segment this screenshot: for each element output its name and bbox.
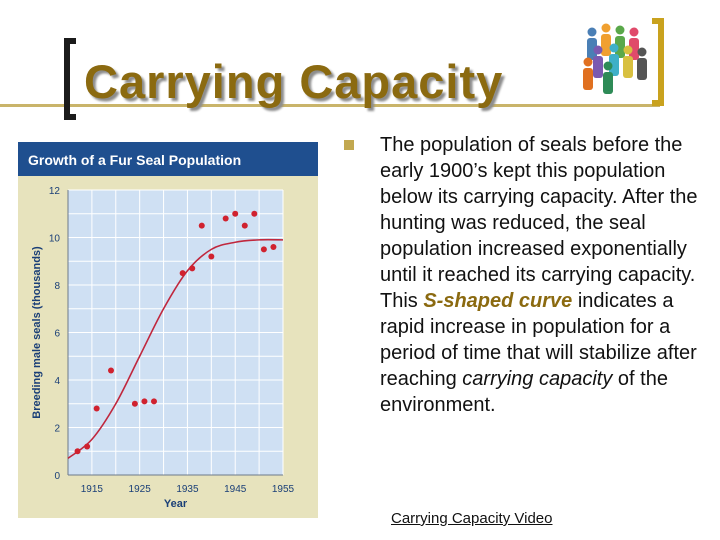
person-figure [623, 45, 633, 78]
data-point [108, 367, 114, 374]
logistic-curve [67, 238, 284, 460]
slide-title: Carrying Capacity [84, 55, 504, 108]
person-figure [593, 45, 603, 78]
body-text-part-2: indicates a rapid increase in population… [380, 290, 697, 390]
y-tick-label: 6 [54, 329, 60, 340]
y-tick-label: 12 [49, 186, 61, 197]
body-text-italic: carrying capacity [462, 368, 613, 390]
y-tick-label: 4 [54, 376, 60, 387]
data-point [270, 244, 277, 250]
people-group-icon [583, 23, 647, 94]
data-point [251, 210, 258, 217]
y-tick-label: 2 [54, 424, 60, 435]
chart-title: Growth of a Fur Seal Population [28, 152, 241, 168]
y-tick-label: 8 [54, 281, 60, 292]
x-tick-label: 1945 [224, 484, 247, 495]
bullet-marker [344, 140, 354, 150]
person-figure [629, 27, 639, 60]
data-point [131, 400, 138, 407]
data-point [208, 253, 215, 260]
x-tick-label: 1955 [272, 484, 295, 495]
body-paragraph: The population of seals before the early… [380, 132, 705, 418]
y-tick-label: 10 [49, 234, 61, 245]
x-axis-label: Year [164, 498, 188, 510]
fur-seal-chart: Growth of a Fur Seal Population 0 2 4 6 8 10 12… [18, 142, 318, 518]
data-point [179, 270, 186, 277]
x-tick-label: 1915 [81, 484, 104, 495]
data-point [241, 222, 248, 229]
person-figure [615, 25, 625, 58]
y-axis-label: Breeding male seals (thousands) [31, 246, 43, 419]
data-point [93, 405, 100, 412]
x-tick-label: 1935 [176, 484, 199, 495]
y-tick-label: 0 [54, 471, 60, 482]
chart-canvas: Growth of a Fur Seal Population 0 2 4 6 8 10 12… [18, 142, 318, 510]
data-point [232, 210, 239, 217]
person-figure [603, 61, 613, 94]
chart-title-bar [18, 142, 318, 176]
right-bracket-decoration [652, 18, 664, 106]
carrying-capacity-video-link[interactable]: Carrying Capacity Video [391, 510, 553, 527]
data-point [84, 443, 91, 450]
data-point [74, 448, 81, 455]
person-figure [637, 47, 647, 80]
data-point [141, 398, 148, 405]
title-underline [0, 104, 660, 107]
data-point [260, 246, 267, 253]
data-point [189, 265, 196, 272]
data-point [151, 398, 157, 405]
body-text-part-1: The population of seals before the early… [380, 134, 698, 312]
person-figure [587, 27, 597, 60]
person-figure [609, 43, 619, 76]
person-figure [583, 57, 593, 90]
body-text-part-3: of the environment. [380, 368, 668, 416]
x-tick-label: 1925 [129, 484, 152, 495]
left-bracket-decoration [64, 38, 76, 120]
data-point [198, 222, 205, 229]
body-text-emphasis: S-shaped curve [423, 290, 573, 312]
person-figure [601, 23, 611, 56]
data-point [222, 215, 229, 222]
